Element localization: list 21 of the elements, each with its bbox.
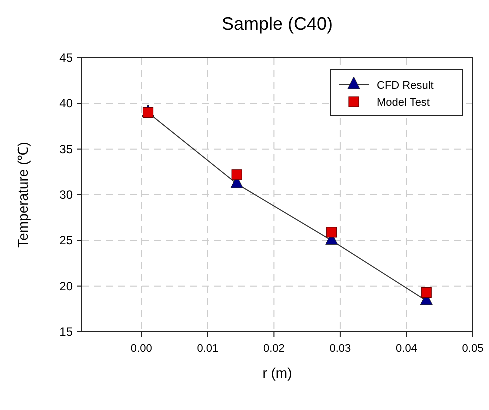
x-tick-label: 0.03: [330, 343, 352, 355]
y-tick-label: 20: [60, 279, 74, 294]
x-tick-label: 0.00: [130, 343, 152, 355]
x-tick-label: 0.02: [263, 343, 285, 355]
y-tick-label: 40: [60, 96, 74, 111]
point: [326, 227, 338, 238]
y-tick-label: 30: [60, 188, 74, 202]
x-tick-label: 0.04: [396, 343, 418, 355]
x-axis-title: r (m): [262, 365, 292, 381]
y-tick-label: 45: [60, 51, 74, 65]
point: [142, 108, 154, 118]
chart-title: Sample (C40): [222, 14, 334, 34]
legend-label: Model Test: [377, 97, 430, 109]
y-tick-label: 15: [60, 325, 74, 339]
point: [232, 170, 242, 180]
y-axis-title: Temperature (℃): [15, 142, 31, 248]
legend-label: CFD Result: [377, 80, 434, 92]
y-tick-label: 25: [60, 234, 74, 248]
x-tick-label: 0.01: [197, 343, 219, 355]
y-tick-label: 35: [60, 142, 74, 156]
x-tick-label: 0.05: [462, 343, 484, 355]
